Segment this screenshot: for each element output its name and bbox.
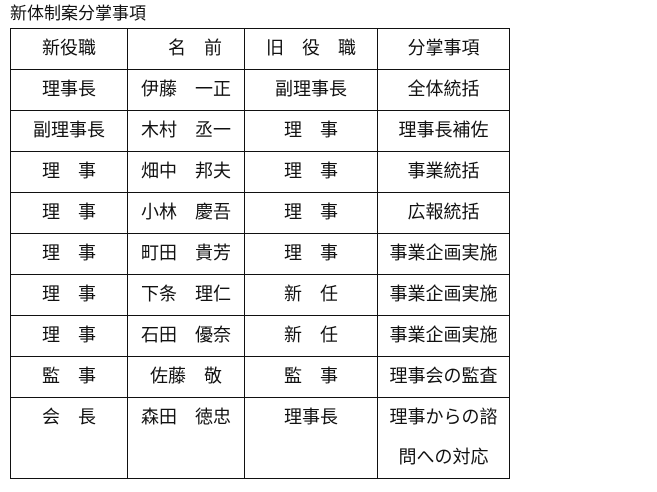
table-border-continuation [377,472,378,478]
cell-name: 森田 徳忠 [127,397,245,479]
cell-duties: 事業統括 [377,151,510,193]
table-row: 副理事長 木村 丞一理 事理事長補佐 [10,110,510,152]
table-row: 理 事小林 慶吾理 事広報統括 [10,192,510,234]
header-name: 名 前 [127,28,245,70]
cell-old-position: 新 任 [244,274,378,316]
table-row: 監 事佐藤 敬監 事理事会の監査 [10,356,510,398]
header-duties: 分掌事項 [377,28,510,70]
table-row: 理 事石田 優奈新 任事業企画実施 [10,315,510,357]
cell-old-position: 監 事 [244,356,378,398]
cell-name: 畑中 邦夫 [127,151,245,193]
cell-old-position: 理 事 [244,151,378,193]
header-new-position: 新役職 [10,28,128,70]
cell-new-position: 理 事 [10,274,128,316]
header-old-position: 旧 役 職 [244,28,378,70]
cell-old-position: 新 任 [244,315,378,357]
cell-duties: 理事からの諮問への対応 [377,397,510,479]
cell-duties: 広報統括 [377,192,510,234]
cell-name: 石田 優奈 [127,315,245,357]
cell-duties: 理事会の監査 [377,356,510,398]
table-row: 会 長森田 徳忠 理事長 理事からの諮問への対応 [10,397,510,479]
table-header-row: 新役職 名 前 旧 役 職 分掌事項 [10,28,510,70]
cell-new-position: 理 事 [10,192,128,234]
cell-new-position: 理 事 [10,233,128,275]
cell-new-position: 理 事 [10,315,128,357]
document-title: 新体制案分掌事項 [10,4,146,24]
cell-old-position: 理事長 [244,397,378,479]
cell-new-position: 監 事 [10,356,128,398]
cell-duties: 全体統括 [377,69,510,111]
cell-old-position: 理 事 [244,192,378,234]
table-border-continuation [10,472,11,478]
cell-duties: 事業企画実施 [377,315,510,357]
cell-new-position: 会 長 [10,397,128,479]
cell-old-position: 理 事 [244,233,378,275]
cell-name: 小林 慶吾 [127,192,245,234]
cell-name: 木村 丞一 [127,110,245,152]
cell-name: 佐藤 敬 [127,356,245,398]
cell-duties: 事業企画実施 [377,233,510,275]
table-border-continuation [244,472,245,478]
cell-new-position: 理 事 [10,151,128,193]
cell-name: 伊藤 一正 [127,69,245,111]
cell-old-position: 副理事長 [244,69,378,111]
table-row: 理 事町田 貴芳理 事事業企画実施 [10,233,510,275]
table-row: 理 事畑中 邦夫理 事事業統括 [10,151,510,193]
cell-new-position: 副理事長 [10,110,128,152]
table-row: 理 事下条 理仁新 任事業企画実施 [10,274,510,316]
cell-name: 町田 貴芳 [127,233,245,275]
table-border-continuation [509,472,510,478]
cell-old-position: 理 事 [244,110,378,152]
table-border-continuation [127,472,128,478]
table-row: 理事長 伊藤 一正 副理事長 全体統括 [10,69,510,111]
cell-new-position: 理事長 [10,69,128,111]
cell-name: 下条 理仁 [127,274,245,316]
cell-duties: 事業企画実施 [377,274,510,316]
duty-assignment-table: 新役職 名 前 旧 役 職 分掌事項 理事長 伊藤 一正 副理事長 全体統括 副理事長木… [10,28,510,479]
cell-duties: 理事長補佐 [377,110,510,152]
